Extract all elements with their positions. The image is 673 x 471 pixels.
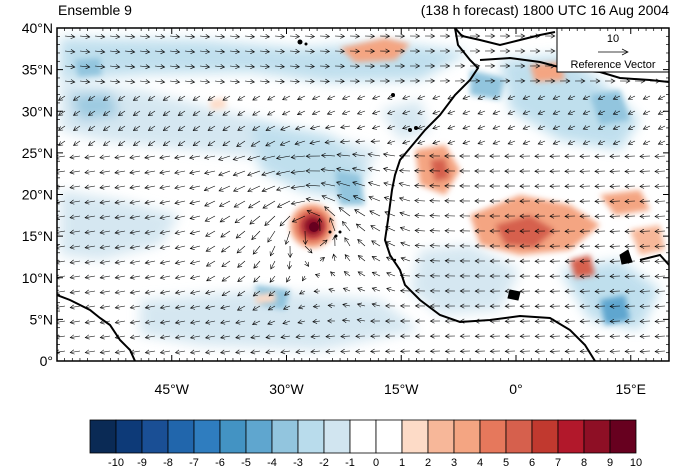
y-tick-label: 30°N	[22, 103, 53, 119]
colorbar-swatch	[167, 419, 195, 454]
y-tick-label: 25°N	[22, 145, 53, 161]
colorbar-swatch	[531, 419, 559, 454]
colorbar-swatch	[323, 419, 351, 454]
colorbar-label: 5	[503, 457, 509, 469]
colorbar-swatch	[401, 419, 429, 454]
colorbar-swatch	[479, 419, 507, 454]
y-tick-label: 10°N	[22, 270, 53, 286]
x-axis: 45°W 30°W 15°W 0° 15°E	[64, 28, 662, 397]
y-tick-label: 0°	[40, 353, 53, 369]
x-tick-label: 15°W	[384, 381, 419, 397]
colorbar-swatch	[453, 419, 481, 454]
colorbar-swatch	[427, 419, 455, 454]
y-tick-label: 15°N	[22, 228, 53, 244]
reference-vector-box: 10 Reference Vector	[556, 27, 670, 73]
colorbar-swatch	[375, 419, 403, 454]
x-tick-label: 15°E	[615, 381, 646, 397]
colorbar-label: 0	[373, 457, 379, 469]
colorbar-label: 6	[529, 457, 535, 469]
colorbar-swatch	[219, 419, 247, 454]
colorbar-swatch	[89, 419, 117, 454]
colorbar-label: 10	[630, 457, 642, 469]
vortex-anomaly	[290, 204, 334, 248]
y-tick-label: 35°N	[22, 62, 53, 78]
colorbar-label: -7	[189, 457, 199, 469]
colorbar-swatch	[141, 419, 169, 454]
y-tick-label: 20°N	[22, 187, 53, 203]
colorbar-swatch	[609, 419, 637, 454]
map-area	[57, 28, 669, 361]
reference-vector-label: Reference Vector	[571, 59, 656, 71]
colorbar-swatch	[297, 419, 325, 454]
x-tick-label: 30°W	[269, 381, 304, 397]
colorbar-swatch	[271, 419, 299, 454]
colorbar-swatch	[349, 419, 377, 454]
plot-title-right: (138 h forecast) 1800 UTC 16 Aug 2004	[421, 2, 669, 18]
colorbar-label: -6	[215, 457, 225, 469]
colorbar-swatch	[115, 419, 143, 454]
reference-vector-value: 10	[607, 33, 619, 45]
colorbar-label: 3	[451, 457, 457, 469]
colorbar-swatch	[583, 419, 611, 454]
colorbar-label: -5	[241, 457, 251, 469]
plot-title-left: Ensemble 9	[58, 2, 132, 18]
colorbar-label: -1	[345, 457, 355, 469]
colorbar-swatch	[245, 419, 273, 454]
colorbar-label: -8	[163, 457, 173, 469]
colorbar: -10 -9 -8 -7 -6 -5 -4 -3 -2 -1 0 1 2 3 4 5 6 7 8 9 10	[89, 419, 642, 469]
colorbar-label: -10	[108, 457, 124, 469]
x-tick-label: 45°W	[155, 381, 190, 397]
wind-vectors	[57, 33, 669, 355]
colorbar-swatch	[557, 419, 585, 454]
colorbar-swatch	[505, 419, 533, 454]
colorbar-label: 8	[581, 457, 587, 469]
colorbar-label: -3	[293, 457, 303, 469]
y-tick-label: 40°N	[22, 20, 53, 36]
y-axis: 40°N 35°N 30°N 25°N 20°N 15°N 10°N 5°N 0°	[22, 20, 669, 369]
x-tick-label: 0°	[509, 381, 522, 397]
colorbar-label: 9	[607, 457, 613, 469]
colorbar-label: -4	[267, 457, 277, 469]
colorbar-label: 7	[555, 457, 561, 469]
colorbar-swatch	[193, 419, 221, 454]
coastlines	[57, 28, 669, 361]
colorbar-label: -2	[319, 457, 329, 469]
y-tick-label: 5°N	[30, 311, 54, 327]
colorbar-label: 4	[477, 457, 483, 469]
reference-arrow-icon	[621, 48, 629, 56]
colorbar-label: 2	[425, 457, 431, 469]
colorbar-label: -9	[137, 457, 147, 469]
colorbar-label: 1	[399, 457, 405, 469]
